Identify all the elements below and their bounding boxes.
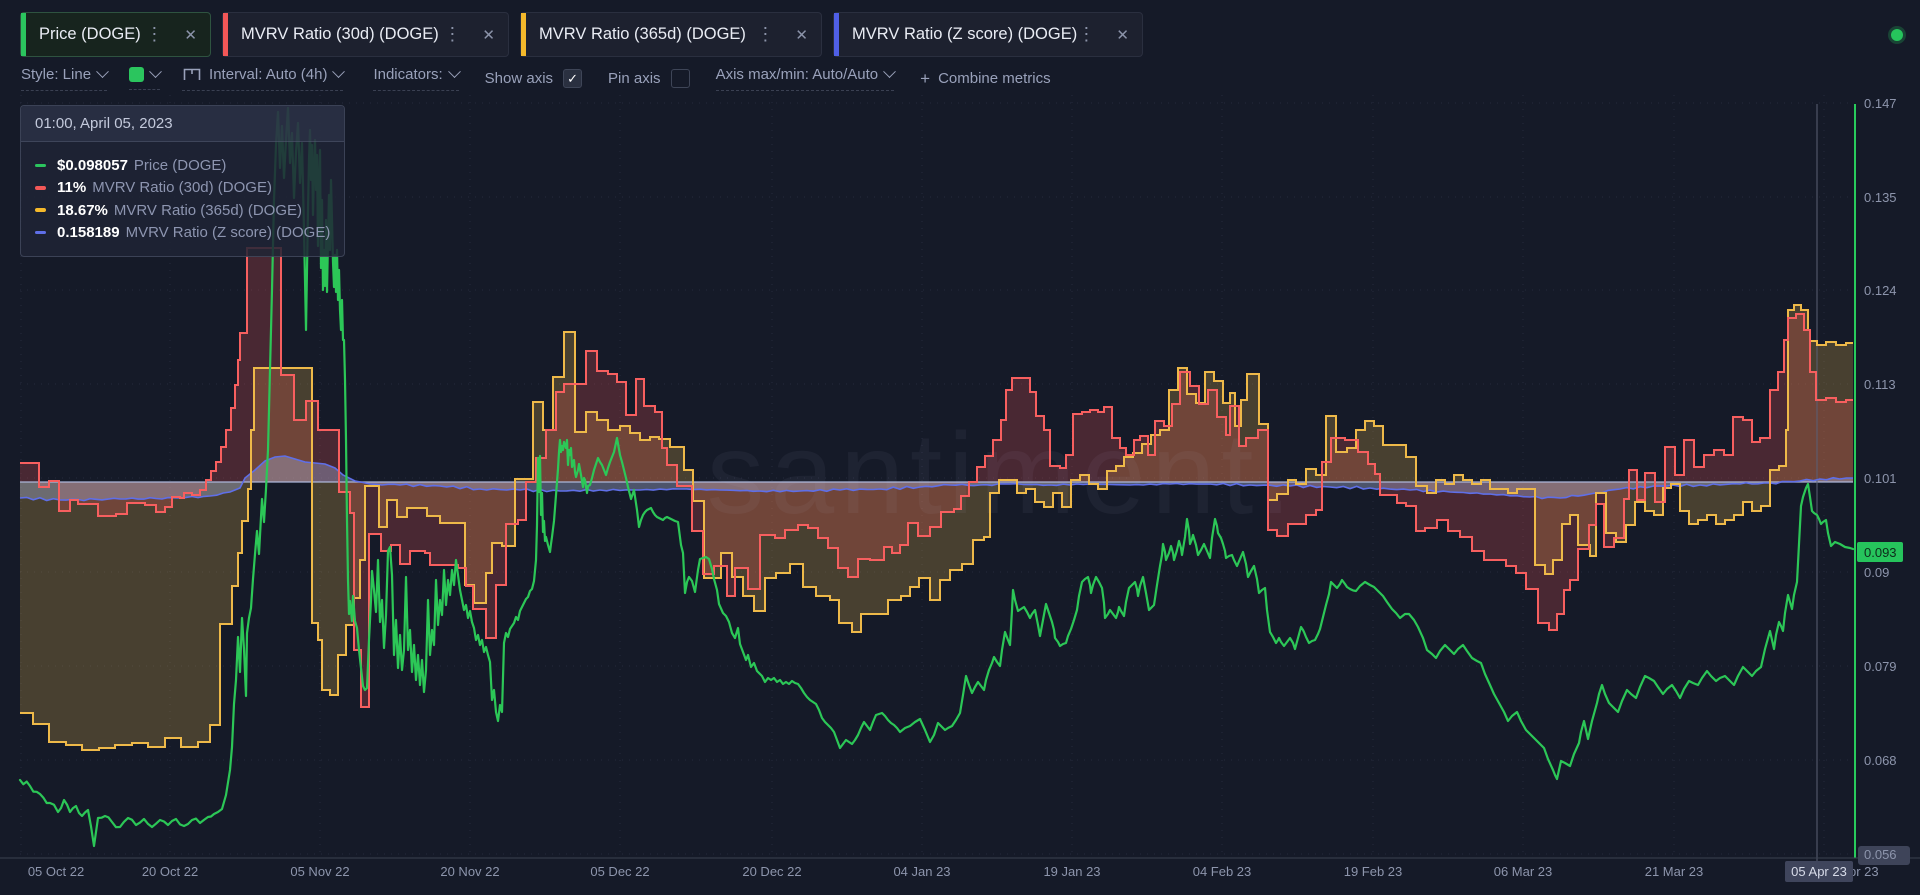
svg-text:0.124: 0.124 xyxy=(1864,283,1897,298)
svg-text:0.101: 0.101 xyxy=(1864,471,1897,486)
svg-text:0.079: 0.079 xyxy=(1864,659,1897,674)
svg-text:05 Nov 22: 05 Nov 22 xyxy=(290,864,349,879)
svg-text:04 Feb 23: 04 Feb 23 xyxy=(1193,864,1252,879)
svg-text:05 Apr 23: 05 Apr 23 xyxy=(1791,864,1847,879)
svg-text:06 Mar 23: 06 Mar 23 xyxy=(1494,864,1553,879)
svg-text:19 Feb 23: 19 Feb 23 xyxy=(1344,864,1403,879)
svg-text:0.113: 0.113 xyxy=(1864,377,1896,392)
svg-text:04 Jan 23: 04 Jan 23 xyxy=(893,864,950,879)
svg-text:20 Dec 22: 20 Dec 22 xyxy=(742,864,801,879)
svg-text:20 Oct 22: 20 Oct 22 xyxy=(142,864,198,879)
svg-text:05 Dec 22: 05 Dec 22 xyxy=(590,864,649,879)
svg-text:0.147: 0.147 xyxy=(1864,96,1897,111)
svg-text:0.135: 0.135 xyxy=(1864,190,1897,205)
svg-text:0.068: 0.068 xyxy=(1864,753,1897,768)
svg-text:pr 23: pr 23 xyxy=(1849,864,1879,879)
svg-text:20 Nov 22: 20 Nov 22 xyxy=(440,864,499,879)
svg-text:19 Jan 23: 19 Jan 23 xyxy=(1043,864,1100,879)
svg-text:santiment.: santiment. xyxy=(707,410,1298,538)
svg-text:0.093: 0.093 xyxy=(1864,545,1897,560)
svg-text:0.09: 0.09 xyxy=(1864,565,1889,580)
svg-text:21 Mar 23: 21 Mar 23 xyxy=(1645,864,1704,879)
svg-text:0.056: 0.056 xyxy=(1864,847,1897,862)
svg-text:05 Oct 22: 05 Oct 22 xyxy=(28,864,84,879)
